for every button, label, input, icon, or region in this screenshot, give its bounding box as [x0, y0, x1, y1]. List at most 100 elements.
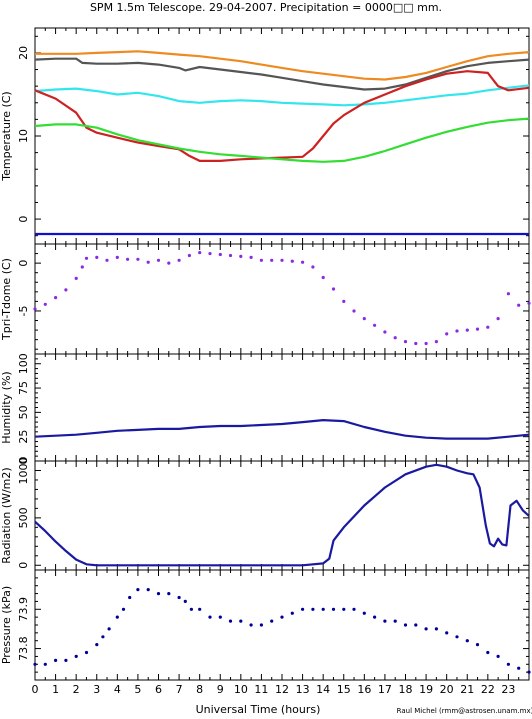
series-1 [33, 251, 531, 346]
data-point [64, 658, 68, 663]
data-point [506, 662, 510, 666]
panel-3: 0 25 50 75 100 Humidity (%) [0, 353, 530, 465]
data-point [136, 588, 140, 592]
y-tick-label: 50 [17, 405, 30, 419]
data-point [301, 607, 305, 611]
data-point [445, 332, 449, 336]
data-point [115, 255, 119, 259]
series-5 [34, 117, 530, 163]
data-point [101, 635, 105, 639]
data-point [156, 258, 161, 262]
data-point [517, 303, 521, 307]
panel-frame [34, 569, 530, 681]
data-point [187, 253, 191, 258]
data-point [280, 615, 284, 619]
x-tick-label: 17 [378, 683, 392, 696]
data-point [64, 288, 68, 292]
data-point [486, 325, 490, 329]
y-tick-label: 75 [17, 381, 30, 395]
data-point [383, 619, 387, 623]
data-point [445, 631, 449, 635]
data-point [331, 607, 336, 611]
panel-5: 73.8 73.9 Pressure (kPa) [0, 569, 531, 681]
data-point [54, 658, 58, 663]
series-1 [34, 419, 530, 440]
data-point [239, 619, 243, 623]
data-point [167, 261, 171, 265]
data-point [208, 252, 212, 256]
data-point [146, 260, 150, 264]
data-point [321, 607, 325, 611]
x-tick-label: 21 [460, 683, 474, 696]
data-point [126, 257, 130, 261]
data-point [373, 323, 377, 327]
panel-1: 0 10 20 Temperature (C) [0, 27, 530, 245]
data-point [177, 258, 181, 262]
data-point [506, 292, 510, 296]
x-tick-label: 3 [93, 683, 100, 696]
data-point [352, 309, 356, 313]
data-point [33, 307, 37, 311]
x-tick-label: 20 [440, 683, 454, 696]
y-tick-label: 0 [17, 458, 30, 465]
x-tick-label: 23 [501, 683, 515, 696]
x-tick-label: 5 [134, 683, 141, 696]
data-point [84, 650, 89, 655]
data-point [189, 607, 193, 611]
data-point [393, 619, 397, 623]
y-axis-label: Temperature (C) [0, 91, 13, 181]
data-point [208, 615, 212, 619]
data-point [362, 317, 366, 321]
panel-4: 0 500 1000 Radiation (W/m2) [0, 456, 530, 571]
data-point [496, 654, 500, 659]
data-point [342, 299, 346, 303]
data-point [259, 623, 263, 627]
data-point [424, 341, 428, 346]
data-point [249, 255, 253, 259]
data-point [403, 340, 408, 344]
data-point [33, 662, 37, 666]
x-axis-label: Universal Time (hours) [196, 703, 321, 716]
data-point [475, 643, 480, 647]
data-point [455, 635, 459, 639]
x-tick-label: 14 [316, 683, 330, 696]
data-point [121, 607, 126, 611]
x-tick-label: 13 [296, 683, 310, 696]
data-point [301, 260, 305, 264]
x-tick-label: 6 [155, 683, 162, 696]
x-tick-label: 11 [254, 683, 268, 696]
data-point [280, 258, 284, 262]
series-1 [33, 588, 531, 674]
x-tick-label: 12 [275, 683, 289, 696]
data-point [95, 643, 99, 647]
data-point [84, 256, 89, 260]
data-point [403, 623, 408, 627]
data-point [424, 627, 428, 631]
data-point [270, 258, 274, 262]
data-point [455, 329, 459, 333]
x-tick-label: 2 [73, 683, 80, 696]
y-axis-label: Radiation (W/m2) [0, 467, 13, 563]
y-tick-label: 1000 [17, 456, 30, 484]
credit-text: Raul Michel (rmm@astrosen.unam.mx) [397, 707, 532, 715]
series-line [34, 70, 530, 162]
x-tick-label: 1 [52, 683, 59, 696]
data-point [290, 259, 294, 263]
data-point [43, 302, 47, 306]
data-point [107, 627, 111, 631]
data-point [228, 619, 233, 623]
panel-frame [34, 460, 530, 571]
series-1 [35, 50, 530, 81]
data-point [249, 623, 253, 627]
panel-frame [34, 353, 530, 462]
data-point [414, 623, 418, 627]
y-tick-label: 25 [17, 430, 30, 444]
data-point [373, 615, 377, 619]
x-tick-label: 16 [357, 683, 371, 696]
data-point [198, 607, 202, 611]
data-point [527, 301, 531, 305]
data-point [342, 607, 346, 611]
y-tick-label: 500 [17, 507, 30, 528]
